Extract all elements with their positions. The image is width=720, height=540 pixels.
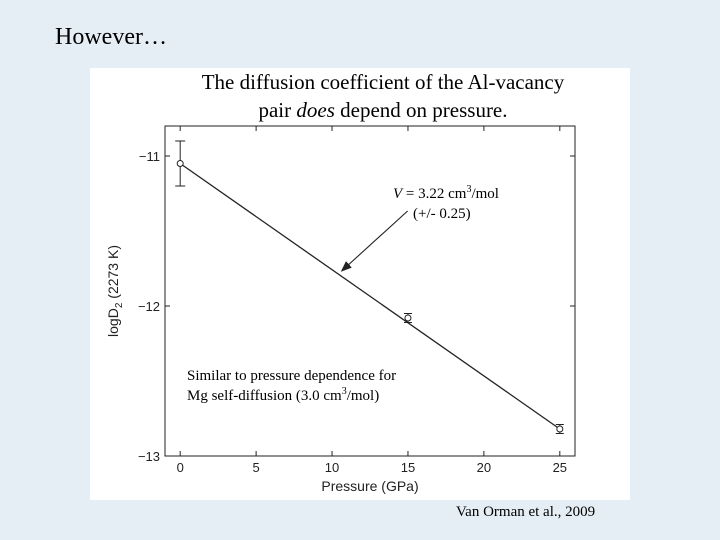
volume-exponent: 3 [466, 184, 472, 195]
y-axis-label: logD2 (2273 K) [105, 245, 125, 337]
similar-line-2-post: /mol) [346, 388, 380, 404]
slide-title: However… [55, 24, 167, 50]
x-tick-label: 5 [252, 460, 259, 475]
similar-line-1: Similar to pressure dependence for [187, 368, 397, 384]
y-axis-label-sub: 2 [114, 302, 125, 308]
caption-pre: pair [258, 98, 297, 122]
activation-volume-annotation: V = 3.22 cm3/mol (+/- 0.25) [393, 184, 553, 224]
caption-line-1: The diffusion coefficient of the Al-vaca… [201, 70, 565, 94]
source-citation: Van Orman et al., 2009 [456, 504, 596, 520]
caption-post: depend on pressure. [334, 98, 508, 122]
x-tick-label: 10 [325, 460, 339, 475]
chart: 0 5 10 15 20 25 −11 −12 −13 Pressure (GPa) logD2… [105, 125, 576, 494]
figure-caption: The diffusion coefficient of the Al-vaca… [178, 68, 588, 124]
volume-value: = 3.22 cm [402, 186, 467, 202]
annotation-arrow [340, 210, 408, 272]
similar-line-2: Mg self-diffusion (3.0 cm3/mol) [187, 386, 467, 406]
x-tick-label: 20 [477, 460, 491, 475]
activation-volume-line: V = 3.22 cm3/mol [393, 184, 553, 204]
similar-line-2-pre: Mg self-diffusion (3.0 cm [187, 388, 342, 404]
volume-unit: /mol [471, 186, 499, 202]
y-tick-label: −11 [139, 149, 160, 164]
x-tick-label: 15 [401, 460, 415, 475]
x-tick-label: 25 [553, 460, 567, 475]
y-tick-label: −13 [138, 449, 160, 464]
y-axis-label-main: logD [105, 308, 121, 337]
x-tick-label: 0 [177, 460, 184, 475]
caption-emphasis: does [296, 98, 335, 122]
caption-line-2: pair does depend on pressure. [178, 96, 588, 124]
data-point [404, 314, 412, 322]
fit-line [179, 162, 561, 430]
y-axis-label-suffix: (2273 K) [105, 245, 121, 303]
volume-error: (+/- 0.25) [413, 206, 471, 222]
similar-exponent: 3 [341, 386, 347, 397]
x-axis-label: Pressure (GPa) [321, 478, 418, 494]
figure-panel: 0 5 10 15 20 25 −11 −12 −13 Pressure (GPa) logD2… [90, 68, 630, 500]
y-tick-label: −12 [138, 299, 160, 314]
data-point [176, 160, 184, 167]
data-point [556, 425, 564, 433]
plot-frame [164, 125, 576, 457]
volume-symbol: V [393, 186, 403, 202]
similar-annotation: Similar to pressure dependence for Mg se… [187, 366, 467, 406]
